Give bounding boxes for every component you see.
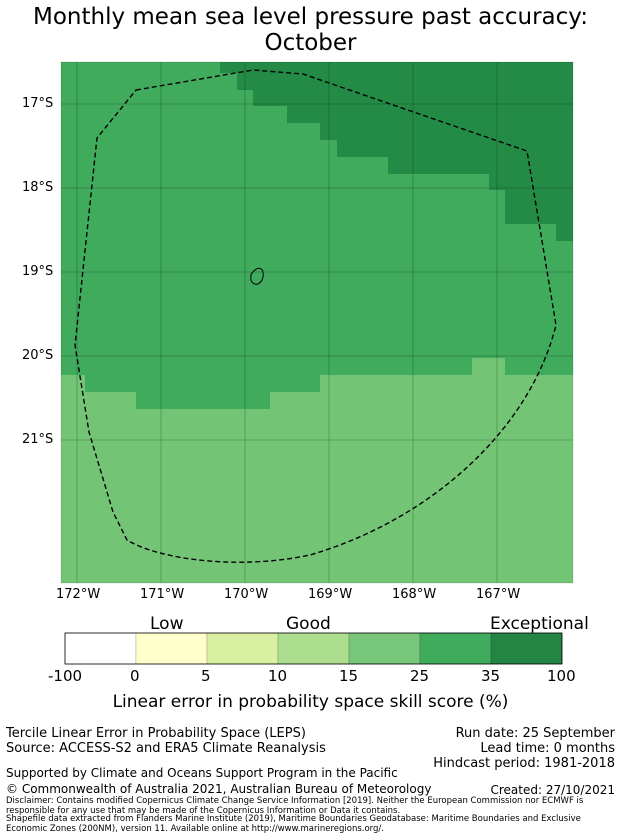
support-note: Supported by Climate and Oceans Support … (6, 766, 398, 780)
hindcast-period: Hindcast period: 1981-2018 (433, 756, 615, 771)
colorbar-cell (419, 632, 492, 665)
disclaimer: Disclaimer: Contains modified Copernicus… (6, 796, 584, 816)
product-name: Tercile Linear Error in Probability Spac… (6, 726, 306, 741)
colorbar-cell (135, 632, 208, 665)
colorbar-tick: -100 (48, 667, 83, 685)
colorbar-cell (490, 632, 563, 665)
lon-label-169w: 169°W (308, 587, 353, 602)
lon-label-168w: 168°W (392, 587, 437, 602)
data-source: Source: ACCESS-S2 and ERA5 Climate Reana… (6, 741, 326, 756)
copyright: © Commonwealth of Australia 2021, Austra… (6, 782, 432, 796)
colorbar-tick: 25 (410, 667, 430, 685)
colorbar-cell (206, 632, 279, 665)
lon-label-171w: 171°W (140, 587, 185, 602)
colorbar-cell (64, 632, 137, 665)
run-date: Run date: 25 September (455, 726, 615, 741)
colorbar-tick: 100 (547, 667, 576, 685)
colorbar-label: Linear error in probability space skill … (112, 692, 509, 712)
lead-time: Lead time: 0 months (480, 741, 615, 756)
lat-label-21s: 21°S (22, 432, 54, 447)
category-low: Low (150, 614, 184, 634)
eez-boundary (74, 69, 557, 563)
lon-label-170w: 170°W (224, 587, 269, 602)
lat-label-17s: 17°S (22, 96, 54, 111)
category-exceptional: Exceptional (490, 614, 589, 634)
lon-label-172w: 172°W (56, 587, 101, 602)
category-good: Good (286, 614, 331, 634)
colorbar-tick: 5 (201, 667, 211, 685)
chart-title-line1: Monthly mean sea level pressure past acc… (33, 4, 588, 30)
lon-label-167w: 167°W (476, 587, 521, 602)
shapefile-credit: Shapefile data extracted from Flanders M… (6, 814, 581, 834)
colorbar-cell (277, 632, 350, 665)
colorbar-tick: 35 (481, 667, 501, 685)
niue-island (250, 267, 264, 285)
chart-title-line2: October (264, 30, 357, 56)
skill-region-exceptional (220, 62, 573, 241)
graticule (61, 62, 573, 583)
colorbar-cell (348, 632, 421, 665)
lat-label-18s: 18°S (22, 180, 54, 195)
lat-label-19s: 19°S (22, 264, 54, 279)
colorbar-tick: 15 (339, 667, 359, 685)
created-date: Created: 27/10/2021 (490, 783, 615, 797)
colorbar-tick: 0 (130, 667, 140, 685)
lat-label-20s: 20°S (22, 348, 54, 363)
colorbar-tick: 10 (268, 667, 288, 685)
colorbar (64, 632, 563, 665)
skill-map (60, 61, 574, 584)
